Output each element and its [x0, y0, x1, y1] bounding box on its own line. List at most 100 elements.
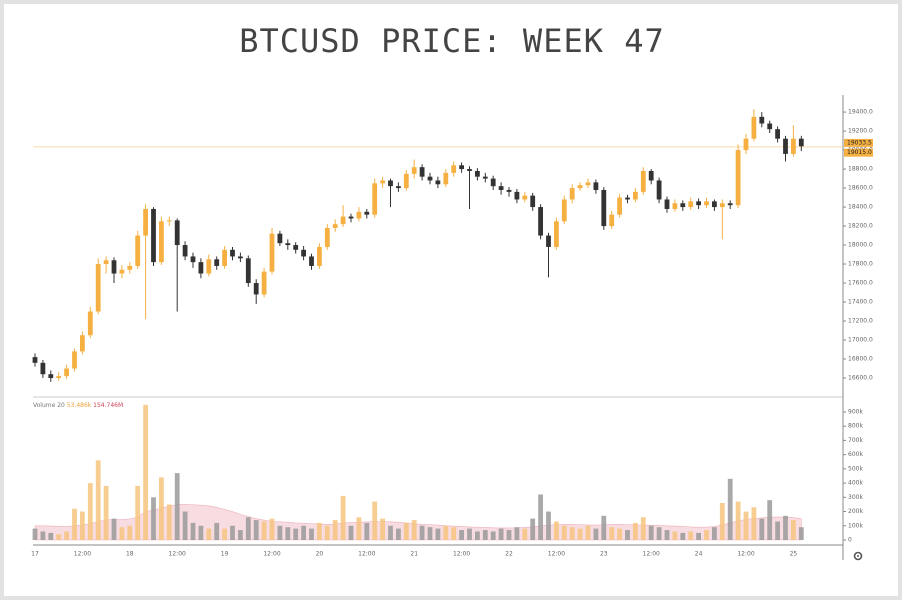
x-tick-label: 12:00 — [358, 551, 375, 558]
volume-bar — [159, 477, 164, 540]
y-tick-label: 18800.0 — [848, 166, 873, 173]
candle-body — [775, 129, 780, 139]
volume-bar — [151, 497, 156, 540]
volume-bar — [245, 517, 251, 540]
candle-body — [751, 116, 757, 139]
candle-body — [324, 227, 330, 247]
volume-bar — [514, 527, 520, 540]
y2-tick-label: 400k — [848, 480, 863, 487]
candle-body — [672, 203, 678, 209]
candle-body — [554, 221, 559, 247]
candle-body — [309, 256, 314, 266]
volume-bar — [506, 530, 512, 540]
x-tick-label: 20 — [316, 551, 324, 558]
candle-body — [364, 211, 370, 215]
candle-body — [411, 167, 417, 174]
volume-bar — [340, 495, 346, 540]
candle-body — [648, 170, 654, 181]
candle-body — [388, 180, 393, 187]
volume-bar — [95, 460, 101, 540]
volume-bar — [143, 404, 148, 540]
volume-bar — [40, 531, 46, 540]
volume-bar — [72, 508, 77, 540]
y-tick-label: 17800.0 — [848, 261, 873, 268]
candle-body — [95, 264, 101, 312]
gear-hub[interactable] — [857, 555, 859, 557]
volume-bar — [127, 525, 133, 540]
candle-body — [190, 256, 196, 263]
candle-body — [151, 208, 156, 263]
candle-body — [561, 199, 567, 222]
y-tick-label: 17000.0 — [848, 337, 873, 344]
volume-bar — [688, 531, 694, 540]
y-tick-label: 16600.0 — [848, 375, 873, 382]
volume-bar — [261, 521, 267, 540]
candle-body — [640, 170, 646, 192]
candle-body — [269, 233, 275, 272]
x-tick-label: 18 — [126, 551, 134, 558]
candle-body — [64, 368, 69, 377]
volume-bar — [324, 525, 330, 540]
candle-body — [380, 180, 385, 184]
y-tick-label: 17200.0 — [848, 318, 873, 325]
candle-body — [680, 203, 686, 208]
candle-body — [261, 271, 267, 295]
volume-bar — [443, 525, 449, 540]
candle-body — [696, 201, 701, 206]
candle-body — [530, 195, 536, 208]
gear[interactable] — [853, 551, 863, 561]
y2-tick-label: 500k — [848, 465, 863, 472]
candle-body — [467, 169, 472, 171]
volume-bar — [719, 503, 725, 540]
x-tick-label: 17 — [31, 551, 39, 558]
volume-bar — [482, 530, 488, 540]
candle-body — [759, 116, 765, 124]
candle-body — [166, 220, 172, 222]
y-tick-label: 19400.0 — [848, 109, 873, 116]
volume-bar — [285, 527, 291, 540]
volume-bar — [269, 518, 275, 540]
volume-bar — [103, 485, 109, 540]
legend-value: 53.486k — [67, 402, 92, 409]
y2-tick-label: 900k — [848, 408, 863, 415]
candle-body — [459, 165, 464, 170]
x-tick-label: 12:00 — [737, 551, 754, 558]
y-tick-label: 19200.0 — [848, 128, 873, 135]
candle-body — [301, 249, 306, 257]
candle-body — [538, 207, 543, 236]
candle-body — [119, 269, 125, 274]
candle-body — [617, 197, 622, 215]
candle-body — [80, 335, 85, 352]
volume-bar — [214, 522, 220, 540]
volume-bar — [664, 530, 670, 540]
volume-bar — [569, 527, 575, 540]
y-tick-label: 18200.0 — [848, 223, 873, 230]
candle-body — [577, 185, 583, 189]
candle-body — [482, 176, 488, 179]
volume-bar — [293, 528, 299, 540]
volume-legend: Volume 20 53.486k 154.746M — [33, 402, 123, 409]
candle-body — [56, 376, 62, 379]
settings-icon[interactable] — [853, 551, 863, 561]
volume-bar — [751, 507, 757, 540]
candle-body — [506, 189, 512, 192]
candle-body — [490, 178, 496, 187]
volume-bar — [277, 525, 283, 540]
volume-bar — [253, 520, 259, 540]
volume-bar — [538, 494, 543, 540]
volume-bar — [332, 520, 338, 540]
volume-bar — [530, 518, 536, 540]
candle-body — [704, 201, 709, 206]
volume-bar — [498, 528, 504, 540]
price-marker-label: 19033.5 — [847, 139, 872, 146]
volume-bar — [798, 527, 804, 540]
volume-bar — [522, 528, 528, 540]
candle-body — [182, 245, 188, 257]
volume-pane — [32, 404, 804, 541]
y-tick-label: 17400.0 — [848, 299, 873, 306]
candle-body — [475, 170, 480, 177]
volume-bar — [712, 527, 717, 540]
x-tick-label: 12:00 — [74, 551, 91, 558]
volume-bar — [601, 515, 607, 540]
